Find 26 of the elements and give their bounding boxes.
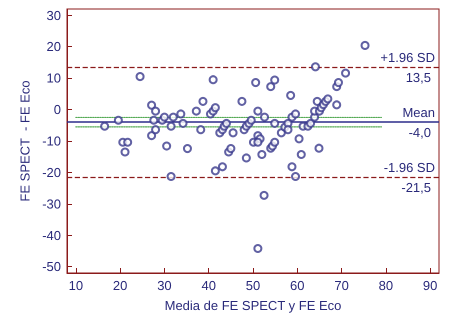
y-tick-label: 30 <box>46 8 61 23</box>
ref-line-label: -1.96 SD <box>384 160 435 176</box>
y-tick-label: 10 <box>46 70 61 86</box>
x-tick-label: 30 <box>157 278 172 293</box>
x-tick-label: 40 <box>201 278 216 293</box>
y-tick-label: -50 <box>42 259 61 274</box>
y-axis-title: FE SPECT - FE Eco <box>17 80 32 202</box>
y-tick-label: 0 <box>54 102 61 118</box>
x-tick-label: 60 <box>290 278 305 293</box>
x-tick-label: 20 <box>112 278 128 293</box>
ref-line-label: Mean <box>402 105 435 120</box>
x-axis-title: Media de FE SPECT y FE Eco <box>164 298 342 313</box>
annotation: -4,0 <box>408 125 431 140</box>
annotation: -21,5 <box>401 180 431 196</box>
x-tick-label: 10 <box>68 278 84 293</box>
x-tick-label: 50 <box>246 278 260 293</box>
annotation: 13,5 <box>406 70 431 86</box>
x-tick-label: 70 <box>334 278 349 293</box>
y-tick-label: -40 <box>42 228 61 243</box>
y-tick-label: -20 <box>42 164 61 180</box>
y-tick-label: -30 <box>42 196 61 212</box>
y-tick-label: 20 <box>46 39 61 54</box>
x-tick-label: 90 <box>422 278 438 293</box>
ref-line-label: +1.96 SD <box>380 50 435 66</box>
x-tick-label: 80 <box>378 278 394 293</box>
y-tick-label: -10 <box>42 134 61 148</box>
